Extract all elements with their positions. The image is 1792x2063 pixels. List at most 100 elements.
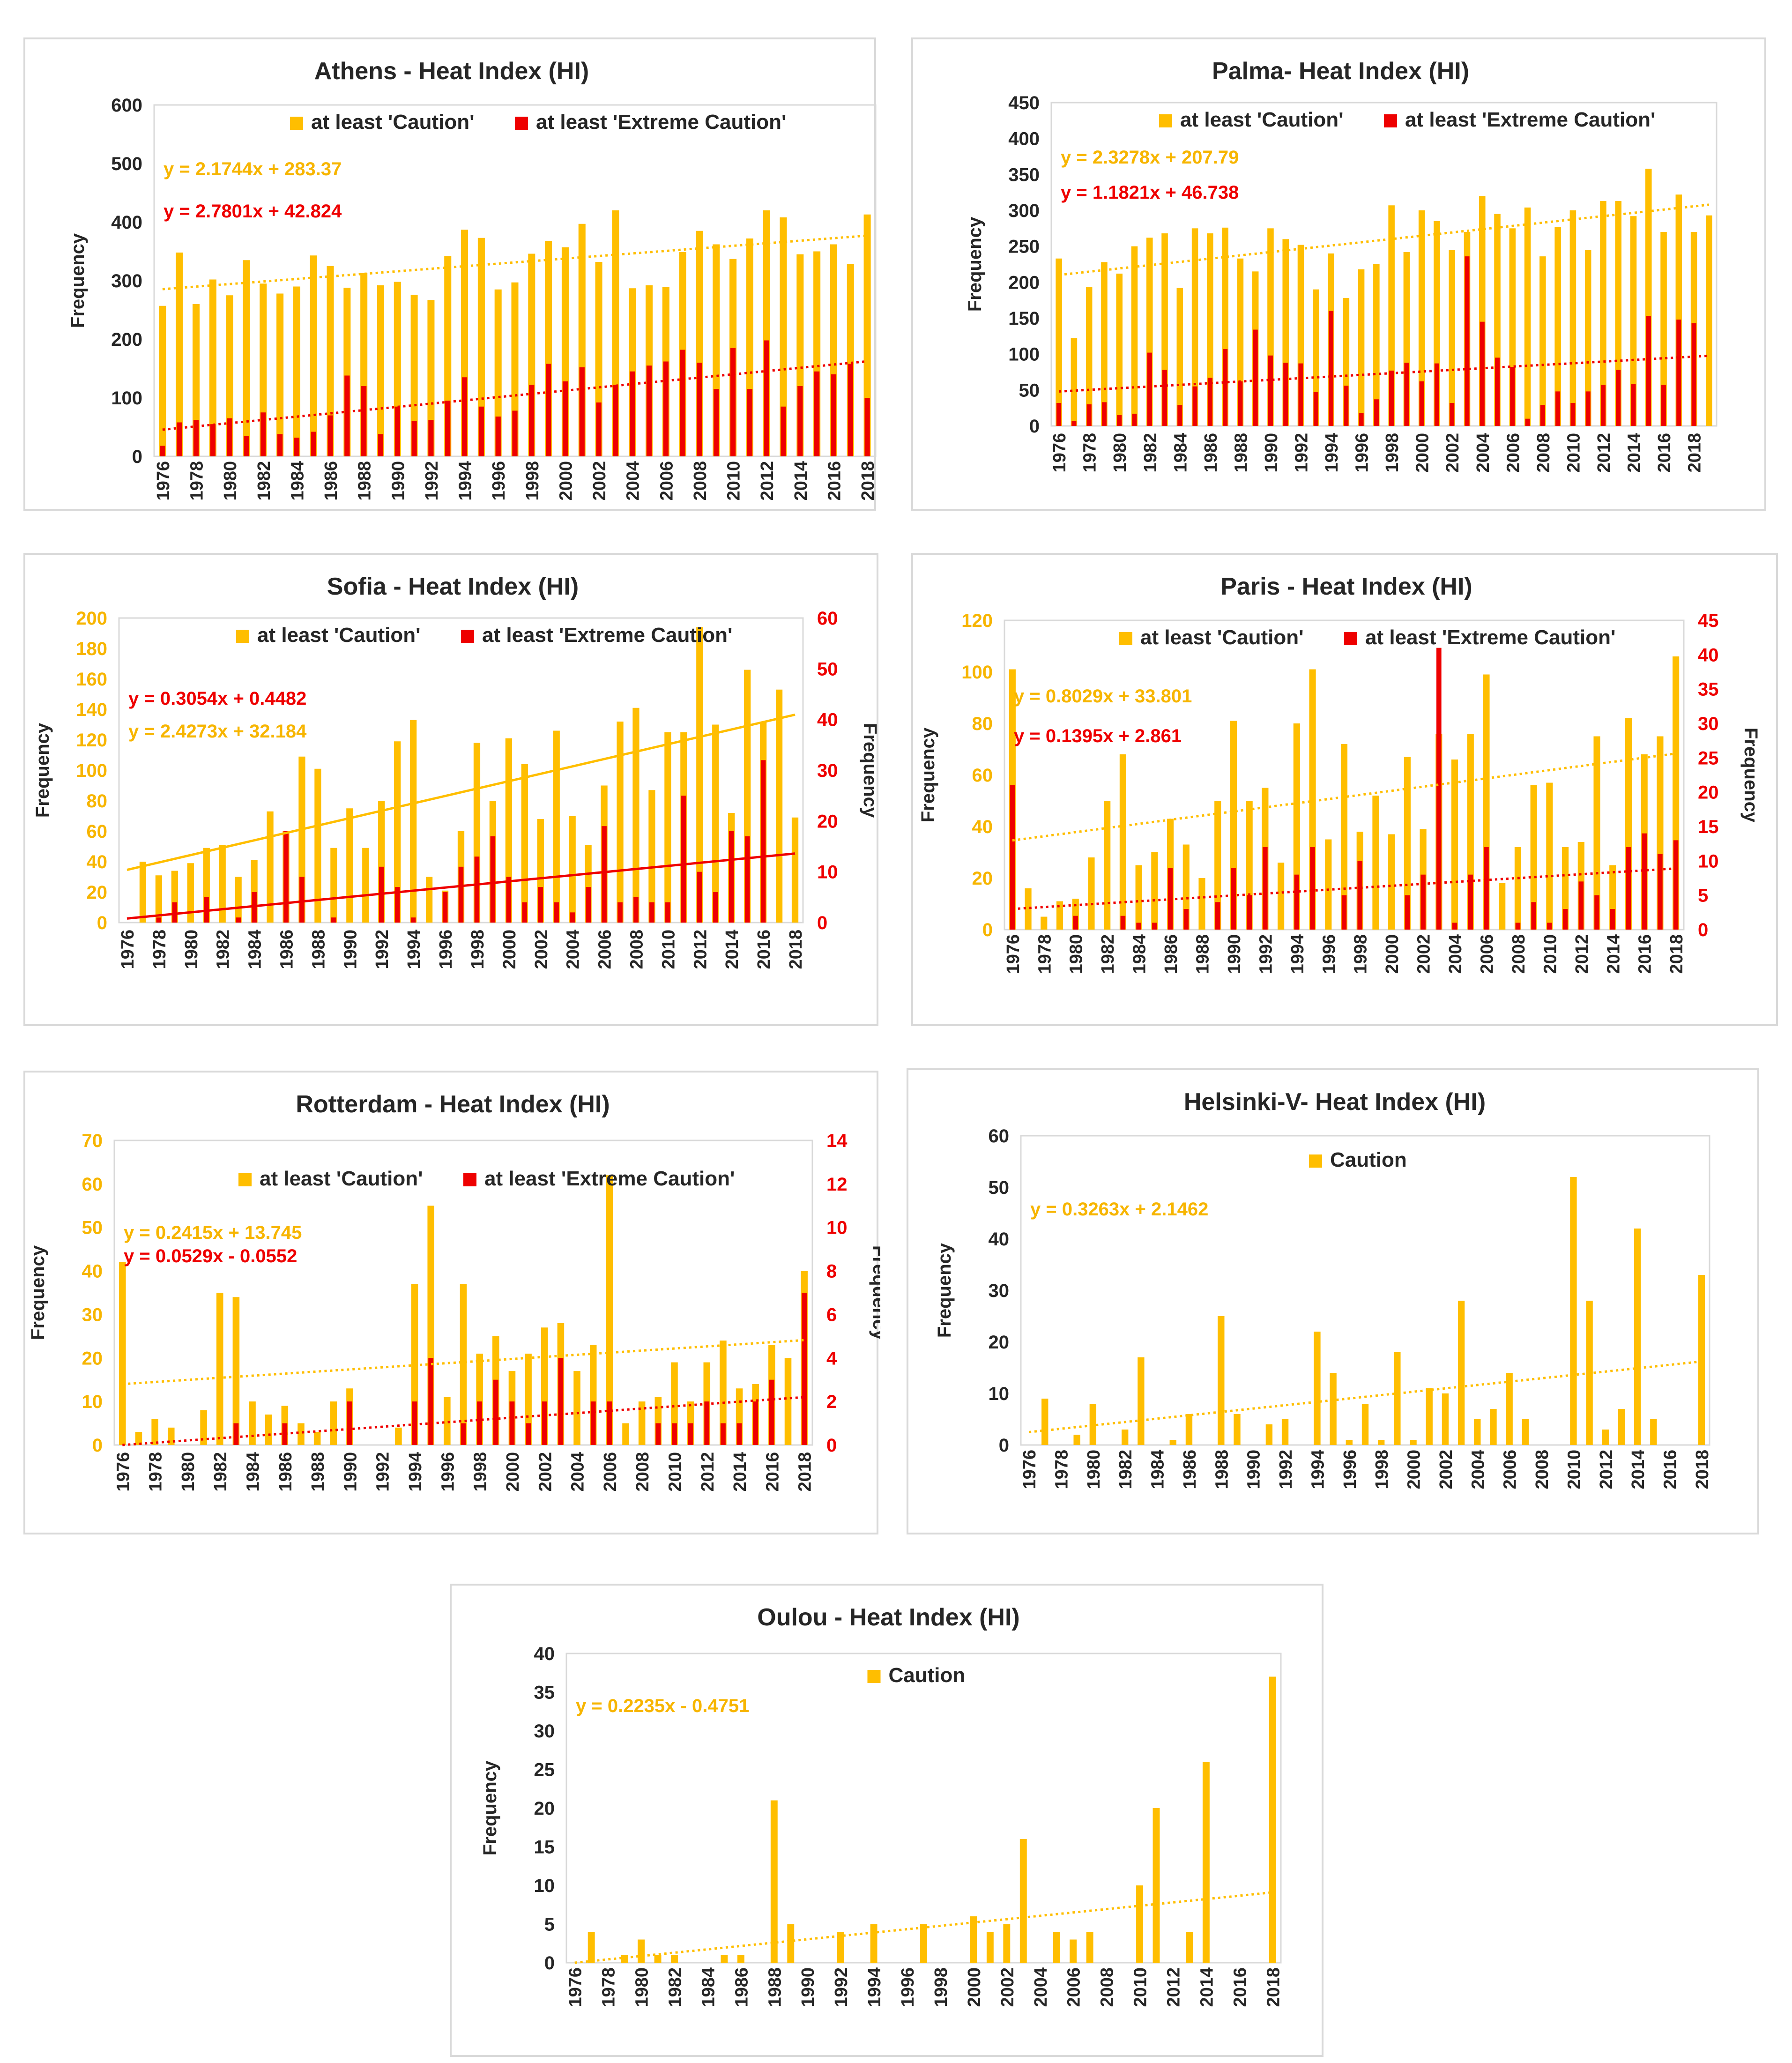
bar-extreme <box>1177 405 1182 426</box>
bar-caution <box>1474 1419 1481 1445</box>
x-tick-label: 1978 <box>1080 433 1100 473</box>
bar-extreme <box>1562 909 1568 930</box>
trend-line <box>574 1891 1273 1964</box>
bar-caution <box>1539 256 1546 426</box>
y-right-tick-label: 4 <box>826 1348 837 1369</box>
x-tick-label: 1996 <box>898 1967 918 2007</box>
bar-caution <box>1104 801 1111 930</box>
bar-caution <box>1358 269 1365 426</box>
legend-swatch-caution <box>1159 114 1172 127</box>
bar-extreme <box>1344 386 1349 426</box>
bar-caution <box>837 1932 844 1963</box>
bar-extreme <box>1253 329 1258 426</box>
x-tick-label: 2018 <box>796 1452 815 1492</box>
x-tick-label: 2016 <box>825 461 844 501</box>
bar-extreme <box>156 917 162 923</box>
bar-extreme <box>1555 391 1561 426</box>
bar-extreme <box>1480 321 1485 426</box>
bar-caution <box>696 627 703 923</box>
x-tick-label: 1978 <box>1052 1450 1071 1490</box>
bar-caution <box>654 1955 662 1963</box>
bar-extreme <box>1056 402 1062 426</box>
bar-caution <box>1070 1939 1077 1963</box>
y-right-tick-label: 0 <box>826 1435 837 1456</box>
x-tick-label: 1990 <box>341 930 360 969</box>
x-tick-label: 1984 <box>1130 934 1150 974</box>
bar-caution <box>119 1262 126 1445</box>
bar-caution <box>410 720 417 923</box>
bar-extreme <box>747 389 753 456</box>
bar-caution <box>1378 1440 1385 1445</box>
bar-extreme <box>1515 923 1521 930</box>
x-tick-label: 1982 <box>254 461 274 501</box>
bar-caution <box>1025 888 1032 930</box>
y-tick-label: 80 <box>972 714 993 734</box>
bar-caution <box>1584 250 1591 426</box>
bar-caution <box>863 214 871 456</box>
bar-caution <box>193 304 200 456</box>
x-tick-label: 1978 <box>1035 934 1055 974</box>
y-right-tick-label: 40 <box>817 710 838 730</box>
bar-caution <box>330 1401 337 1445</box>
bar-extreme <box>814 371 820 456</box>
bar-caution <box>293 286 300 456</box>
y-axis-label: Frequency <box>28 1245 48 1340</box>
x-tick-label: 1992 <box>832 1967 851 2007</box>
bar-caution <box>200 1410 207 1445</box>
y-tick-label: 120 <box>76 730 107 751</box>
bar-extreme <box>445 401 451 456</box>
y-tick-label: 20 <box>989 1332 1010 1353</box>
y-tick-label: 10 <box>534 1876 555 1896</box>
trend-line <box>122 1339 804 1385</box>
bar-extreme <box>1600 385 1606 426</box>
x-tick-label: 1998 <box>468 930 488 969</box>
y-right-tick-label: 35 <box>1698 679 1719 700</box>
trend-line <box>122 1396 804 1446</box>
bar-caution <box>1451 760 1458 930</box>
legend-label-extreme: at least 'Extreme Caution' <box>536 111 786 134</box>
x-tick-label: 1988 <box>309 930 328 969</box>
bar-caution <box>297 1423 305 1445</box>
chart-title: Sofia - Heat Index (HI) <box>327 573 579 600</box>
bar-caution <box>617 722 624 923</box>
legend-label-extreme: at least 'Extreme Caution' <box>1365 626 1615 649</box>
x-tick-label: 1980 <box>1084 1450 1104 1490</box>
x-tick-label: 2000 <box>503 1452 523 1492</box>
bar-caution <box>1615 201 1622 426</box>
x-tick-label: 1996 <box>1319 934 1339 974</box>
y-right-tick-label: 45 <box>1698 611 1719 631</box>
x-tick-label: 2016 <box>1230 1967 1250 2007</box>
bar-extreme <box>394 887 400 923</box>
x-tick-label: 1990 <box>341 1452 360 1492</box>
x-tick-label: 1996 <box>1353 433 1372 473</box>
bar-extreme <box>526 1423 531 1445</box>
bar-extreme <box>663 361 669 456</box>
bar-caution <box>249 1401 256 1445</box>
trend-equation: y = 0.8029x + 33.801 <box>1014 686 1192 707</box>
bar-extreme <box>177 422 182 456</box>
bar-caution <box>1281 1419 1289 1445</box>
bar-caution <box>1546 782 1553 930</box>
bar-caution <box>327 266 334 456</box>
bar-extreme <box>713 892 718 923</box>
x-tick-label: 2010 <box>1564 1450 1584 1490</box>
x-tick-label: 2002 <box>535 1452 555 1492</box>
bar-caution <box>1618 1409 1625 1445</box>
bar-extreme <box>1646 316 1651 426</box>
y-tick-label: 60 <box>82 1174 103 1195</box>
bar-extreme <box>252 892 257 923</box>
y-right-tick-label: 0 <box>817 913 827 933</box>
bar-extreme <box>1468 874 1473 930</box>
y-right-tick-label: 25 <box>1698 748 1719 768</box>
y-axis-label: Frequency <box>32 722 53 818</box>
x-tick-label: 1986 <box>732 1967 751 2007</box>
bar-caution <box>1191 228 1198 426</box>
bar-extreme <box>477 1401 483 1445</box>
x-tick-label: 1978 <box>146 1452 166 1492</box>
x-tick-label: 2000 <box>1405 1450 1424 1490</box>
x-tick-label: 1996 <box>438 1452 458 1492</box>
bar-caution <box>1041 916 1048 930</box>
bar-caution <box>1457 1301 1465 1445</box>
bar-caution <box>621 1955 628 1963</box>
y-tick-label: 20 <box>534 1798 555 1819</box>
